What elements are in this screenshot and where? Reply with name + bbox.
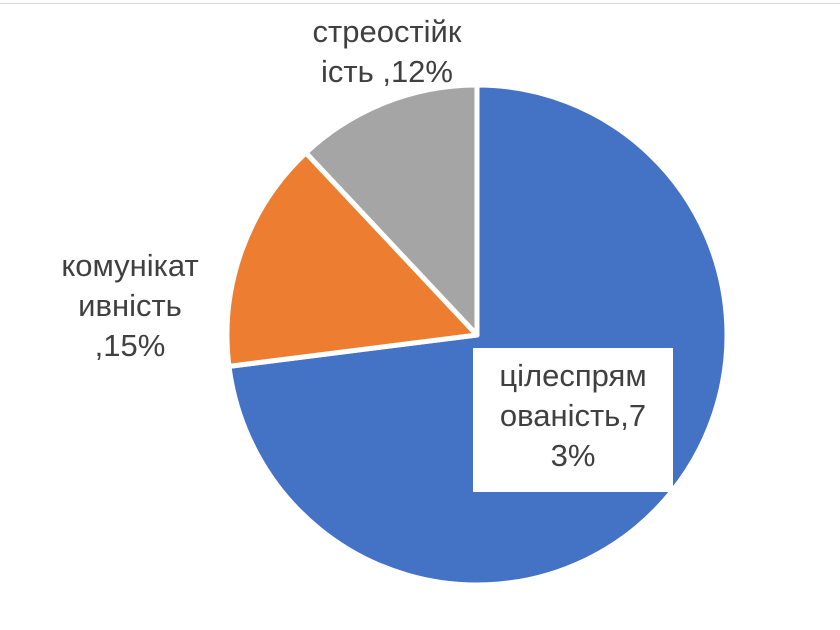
data-label-komunikatyvnist: комунікат ивність ,15%	[61, 248, 199, 363]
data-label-streostiikist: стреостійк ість ,12%	[312, 14, 462, 89]
top-divider	[0, 3, 840, 4]
pie-slice-2	[303, 82, 480, 338]
data-label-tsilespriamovanist: цілеспрям ованість,7 3%	[473, 348, 673, 492]
pie-slice-1	[224, 150, 480, 369]
